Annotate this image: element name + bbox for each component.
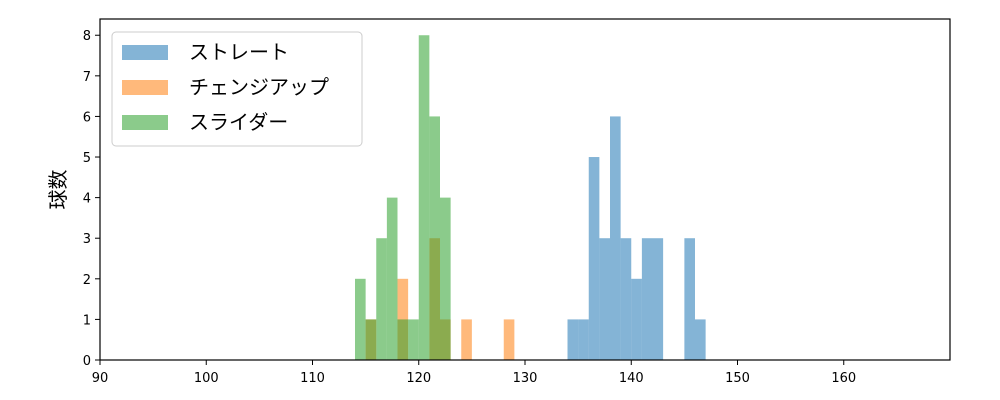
- legend-label-2: チェンジアップ: [189, 75, 329, 99]
- y-tick-label: 6: [83, 110, 91, 125]
- legend-swatch-1: [122, 45, 168, 60]
- bar-3-4: [386, 197, 398, 360]
- x-tick-label: 90: [92, 371, 109, 386]
- legend-label-3: スライダー: [189, 110, 288, 134]
- y-tick-label: 1: [83, 313, 91, 328]
- bar-3-8: [429, 116, 440, 360]
- y-axis: 0 1 2 3 4 5 6 7 8: [83, 29, 100, 369]
- bar-1-5: [610, 116, 621, 360]
- bar-1-3: [588, 157, 600, 360]
- y-tick-label: 2: [83, 273, 91, 288]
- legend-swatch-2: [122, 80, 168, 95]
- bar-1-4: [599, 238, 610, 360]
- bar-2-6: [503, 319, 515, 360]
- bar-2-5: [461, 319, 472, 360]
- y-tick-label: 5: [83, 151, 91, 166]
- y-tick-label: 3: [83, 232, 91, 247]
- bar-3-5: [397, 319, 409, 360]
- y-axis-label: 球数: [46, 170, 70, 210]
- bar-1-2: [578, 319, 589, 360]
- x-tick-label: 130: [513, 371, 538, 386]
- y-tick-label: 7: [83, 70, 91, 85]
- bar-3-3: [376, 238, 387, 360]
- bar-1-10: [684, 238, 695, 360]
- bar-3-1: [355, 278, 366, 360]
- bar-1-8: [641, 238, 653, 360]
- legend-box: [111, 31, 363, 147]
- bar-1-9: [652, 238, 664, 360]
- bar-1-6: [620, 238, 632, 360]
- bar-3-7: [418, 35, 430, 360]
- bar-3-6: [408, 319, 419, 360]
- bar-1-7: [631, 278, 642, 360]
- x-tick-label: 160: [831, 371, 856, 386]
- x-axis: 90 100 110 120 130 140 150 160: [92, 360, 856, 386]
- y-tick-label: 4: [83, 192, 91, 207]
- bar-1-11: [695, 319, 706, 360]
- x-tick-label: 120: [406, 371, 431, 386]
- x-tick-label: 150: [725, 371, 750, 386]
- legend-label-1: ストレート: [189, 40, 289, 64]
- bar-1-1: [567, 319, 579, 360]
- y-tick-label: 8: [83, 29, 91, 44]
- x-tick-label: 100: [194, 371, 219, 386]
- bars-layer: [355, 35, 706, 360]
- legend-swatch-3: [122, 115, 168, 130]
- y-tick-label: 0: [83, 354, 91, 369]
- x-tick-label: 140: [619, 371, 644, 386]
- bar-3-2: [365, 319, 377, 360]
- x-tick-label: 110: [300, 371, 325, 386]
- bar-3-9: [440, 197, 451, 360]
